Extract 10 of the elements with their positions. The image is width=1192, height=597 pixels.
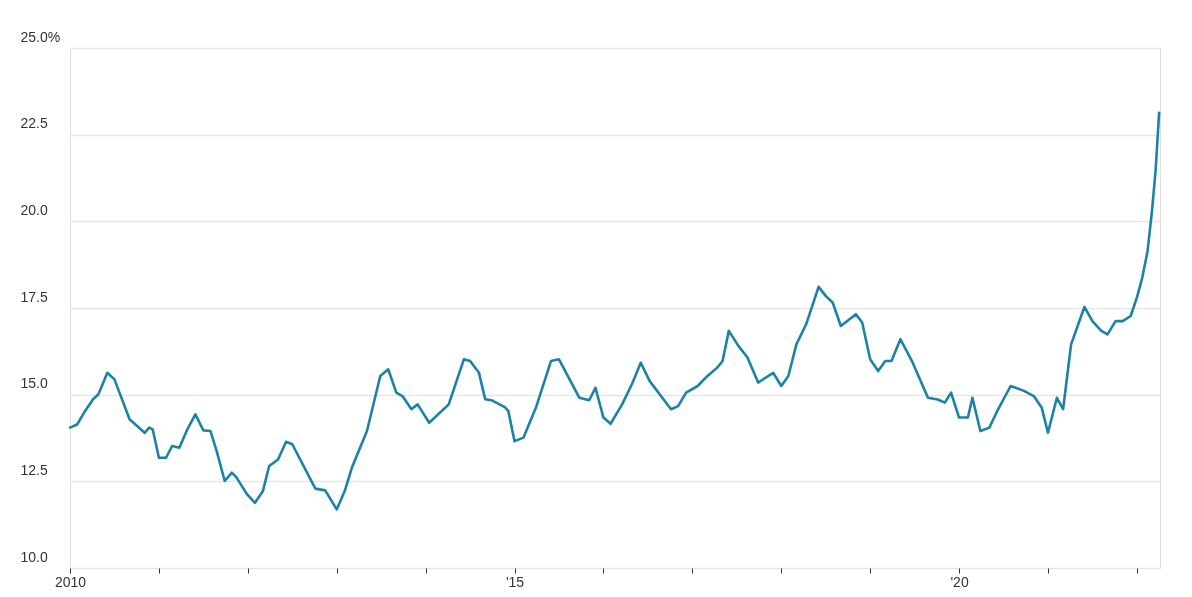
- y-tick-label: 15.0: [20, 375, 48, 392]
- y-tick-label: 10.0: [20, 548, 48, 565]
- y-tick-label: 22.5: [20, 115, 48, 132]
- x-tick-label: '15: [505, 573, 525, 590]
- y-tick-label: 12.5: [20, 461, 48, 478]
- y-tick-label: 25.0%: [20, 28, 61, 45]
- y-tick-label: 20.0: [20, 201, 48, 218]
- x-tick-label: 2010: [54, 573, 87, 590]
- x-tick-label: '20: [950, 573, 969, 590]
- y-tick-label: 17.5: [20, 288, 48, 305]
